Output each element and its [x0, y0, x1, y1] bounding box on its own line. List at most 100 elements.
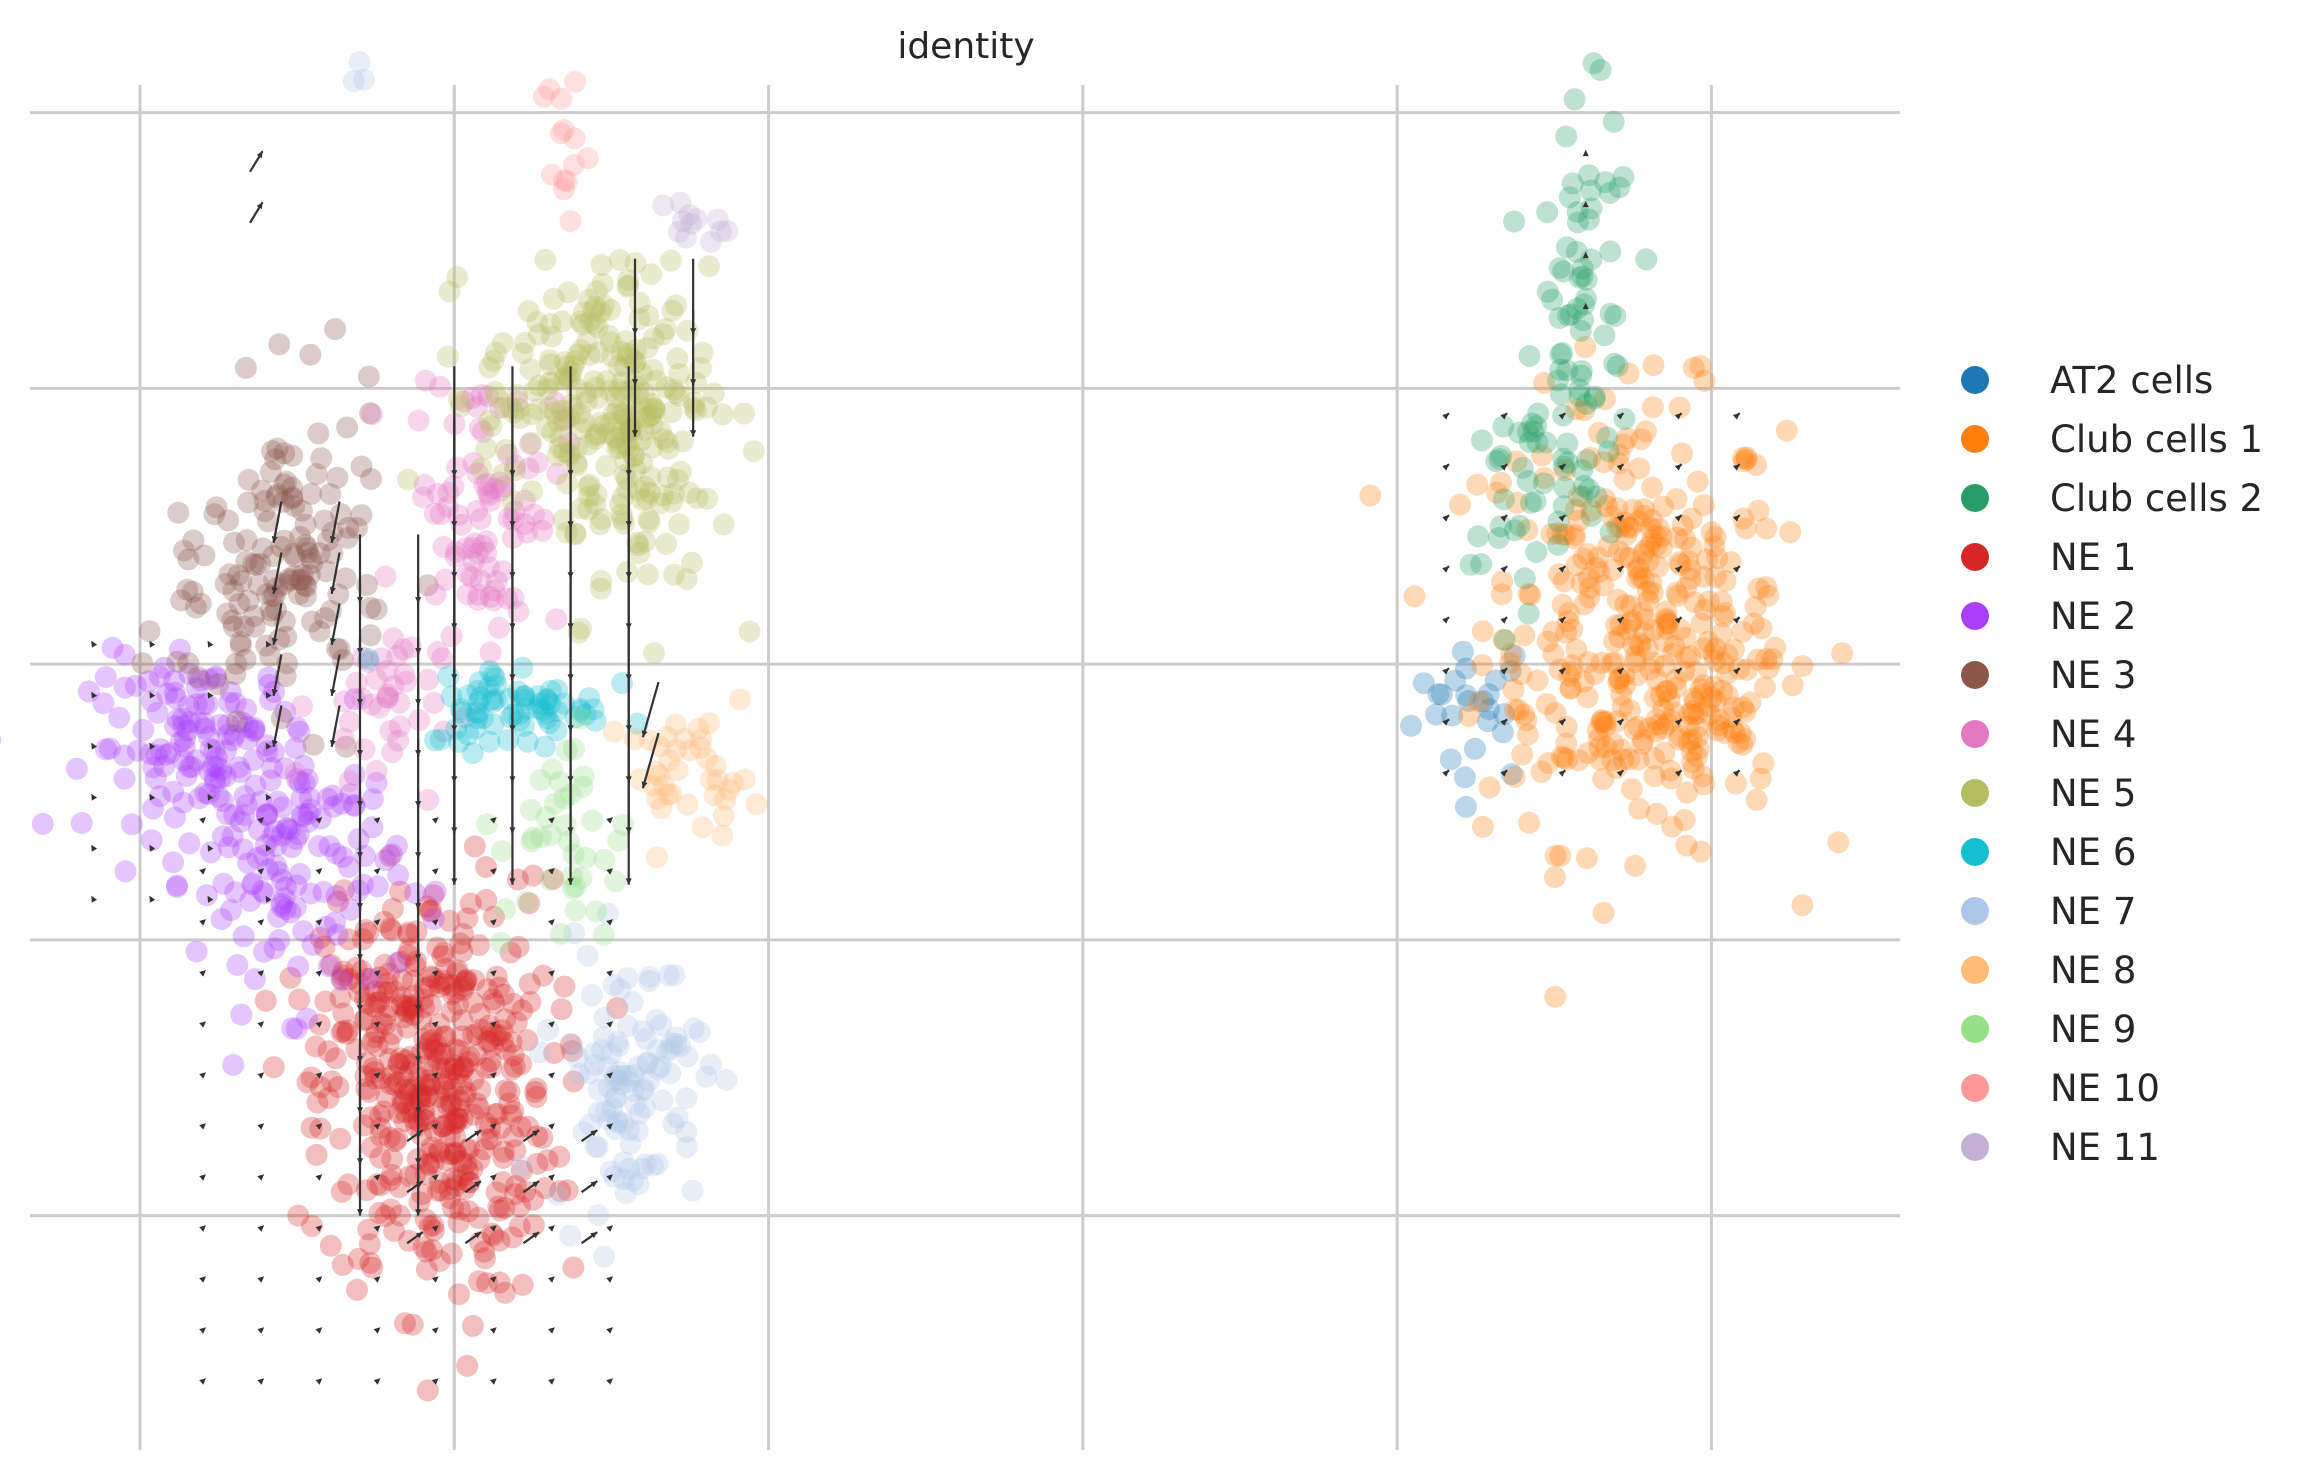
data-point — [475, 888, 498, 911]
velocity-arrow — [257, 919, 265, 926]
data-point — [480, 1128, 503, 1151]
velocity-arrow — [1674, 769, 1683, 777]
data-point — [1513, 624, 1536, 647]
data-point — [408, 1191, 431, 1214]
data-point — [482, 1224, 505, 1247]
data-point — [657, 783, 679, 806]
data-point — [558, 406, 580, 429]
data-point — [221, 825, 244, 848]
data-point — [275, 470, 298, 493]
data-point — [536, 689, 559, 712]
data-point — [1598, 181, 1621, 204]
data-point — [582, 698, 605, 721]
data-point — [429, 976, 451, 998]
data-point — [188, 787, 210, 810]
data-point — [1568, 385, 1591, 408]
data-point — [237, 589, 260, 612]
data-point — [610, 1064, 633, 1087]
data-point — [243, 716, 266, 739]
data-point — [210, 758, 233, 781]
data-point — [387, 729, 410, 752]
velocity-arrow — [580, 1231, 598, 1245]
data-point — [1686, 702, 1709, 725]
data-point — [300, 547, 323, 570]
data-point — [297, 541, 320, 564]
data-point — [298, 786, 321, 809]
data-point — [604, 426, 627, 449]
legend-marker — [1961, 897, 1989, 925]
data-point — [307, 422, 330, 445]
data-point — [651, 1089, 674, 1112]
velocity-arrow — [1732, 718, 1741, 726]
data-point — [232, 925, 255, 948]
data-point — [641, 774, 664, 797]
data-point — [586, 316, 609, 339]
data-point — [287, 583, 310, 606]
data-point — [499, 706, 522, 729]
data-point — [1359, 484, 1382, 507]
data-point — [513, 715, 535, 737]
data-point — [204, 667, 227, 690]
data-point — [457, 1200, 480, 1223]
data-point — [1685, 661, 1708, 683]
data-point — [137, 670, 160, 693]
data-point — [657, 437, 680, 460]
velocity-arrow — [329, 501, 341, 543]
data-point — [658, 749, 681, 772]
data-point — [529, 692, 552, 715]
data-point — [469, 569, 492, 592]
legend-marker — [1961, 425, 1989, 453]
data-point — [203, 503, 226, 526]
data-point — [1572, 670, 1595, 693]
data-point — [288, 720, 311, 743]
data-point — [1631, 601, 1654, 624]
data-point — [376, 683, 399, 706]
data-point — [320, 1070, 343, 1093]
data-point — [243, 719, 266, 741]
data-point — [682, 1017, 705, 1040]
data-point — [600, 411, 622, 434]
data-point — [394, 995, 417, 1018]
velocity-arrow — [1674, 514, 1683, 522]
data-point — [591, 272, 614, 295]
data-point — [371, 980, 394, 1003]
data-point — [1563, 524, 1586, 547]
data-point — [445, 540, 468, 563]
data-point — [492, 475, 515, 498]
velocity-arrow — [548, 919, 555, 926]
data-point — [1548, 257, 1571, 280]
data-point — [616, 275, 639, 298]
data-point — [1668, 396, 1691, 419]
data-point — [446, 1169, 469, 1192]
data-point — [273, 442, 296, 465]
data-point — [447, 1062, 470, 1085]
data-point — [392, 638, 415, 661]
data-point — [1673, 660, 1696, 683]
data-point — [302, 733, 325, 756]
data-point — [1583, 385, 1606, 408]
data-point — [1734, 517, 1757, 540]
data-point — [228, 592, 251, 615]
data-point — [1565, 398, 1588, 421]
data-point — [1700, 686, 1723, 709]
velocity-arrow — [373, 970, 381, 977]
data-point — [1427, 683, 1450, 706]
velocity-arrow — [1674, 412, 1683, 420]
data-point — [432, 941, 455, 964]
data-point — [1594, 710, 1617, 733]
data-point — [1606, 355, 1629, 378]
data-point — [504, 1139, 527, 1162]
data-point — [597, 324, 620, 347]
data-point — [146, 701, 169, 724]
data-point — [685, 207, 708, 230]
data-point — [166, 650, 189, 673]
velocity-arrow — [1616, 565, 1625, 573]
data-point — [1665, 668, 1688, 691]
data-point — [1516, 519, 1539, 541]
legend-label: Club cells 1 — [2050, 418, 2263, 461]
data-point — [205, 496, 228, 519]
data-point — [622, 444, 645, 467]
velocity-arrow — [199, 1174, 206, 1181]
data-point — [550, 87, 573, 110]
data-point — [552, 692, 575, 715]
